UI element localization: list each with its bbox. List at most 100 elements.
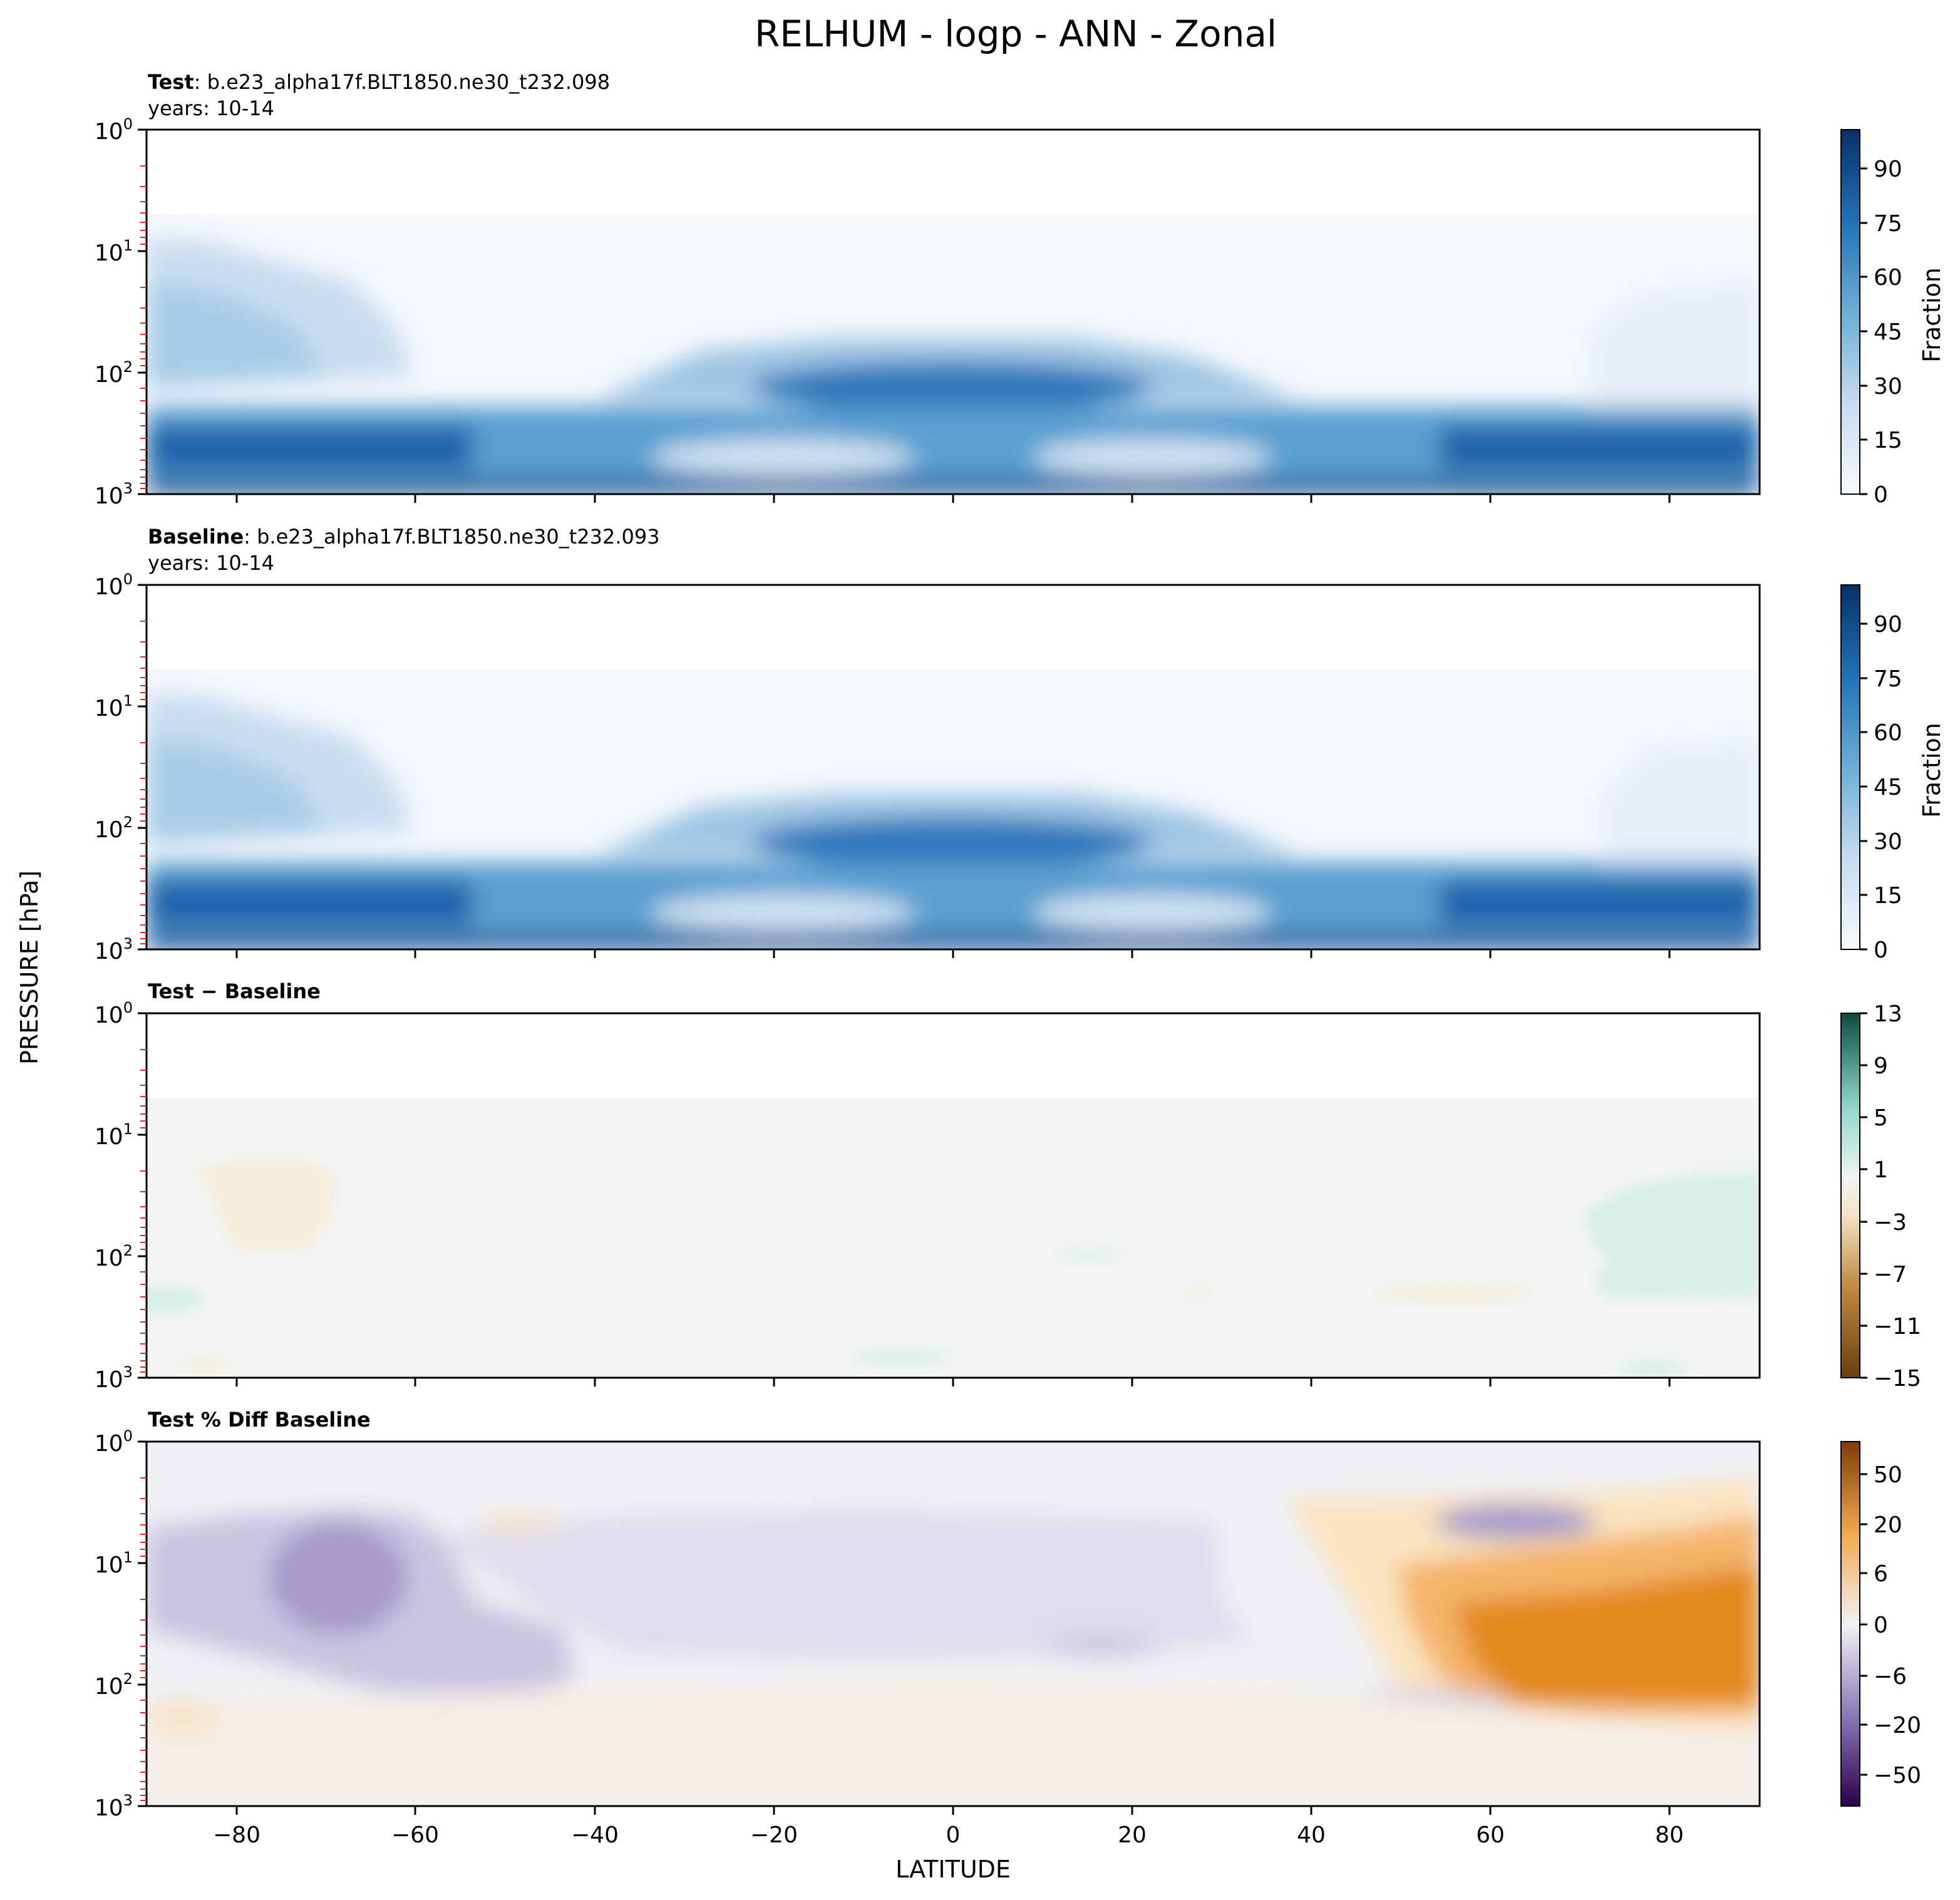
field-near-zero (147, 1098, 1760, 1378)
field-negative-tropical-upper (1046, 1637, 1158, 1657)
ytick-label: 102 (95, 813, 133, 843)
colorbar-tick-label: 1 (1874, 1157, 1888, 1183)
colorbar-tick-label: 75 (1874, 666, 1902, 692)
colorbar-scale (1840, 1441, 1860, 1807)
colorbar-tick-label: 5 (1874, 1105, 1888, 1131)
xtick-label: 20 (1118, 1822, 1147, 1848)
panel-difference-colorbar: 13 9 5 1 −3 −7 −11 −15 (1840, 1001, 1921, 1391)
colorbar-tick-label: 30 (1874, 374, 1902, 400)
colorbar-tick-label: −11 (1874, 1314, 1921, 1340)
panel-baseline-title-bold: Baseline (148, 525, 244, 549)
colorbar-tick-label: 20 (1874, 1512, 1902, 1538)
colorbar-scale (1840, 584, 1860, 950)
panel-test-level-marks (140, 165, 147, 489)
colorbar-label: Fraction (1918, 723, 1946, 818)
panel-test-field (147, 214, 1760, 494)
ytick-label: 100 (95, 571, 133, 600)
panel-test-title-rest: : b.e23_alpha17f.BLT1850.ne30_t232.098 (194, 70, 610, 94)
field-lower-dark-south (147, 426, 472, 470)
field-lower-dark-north (1440, 426, 1760, 470)
xtick-label: −40 (571, 1822, 619, 1848)
colorbar-tick-label: 30 (1874, 829, 1902, 855)
field-positive-upper-mid (476, 1514, 564, 1532)
ytick-label: 100 (95, 999, 133, 1028)
field-subtropic-dry-north (1033, 894, 1271, 931)
colorbar-tick-label: −15 (1874, 1366, 1921, 1391)
x-axis-label: LATITUDE (895, 1856, 1011, 1883)
panel-percent-difference-ticks (138, 1440, 1671, 1815)
panel-baseline-ticks (138, 584, 1671, 958)
panel-difference-ticks (138, 1012, 1671, 1386)
colorbar-tick-label: 45 (1874, 319, 1902, 345)
colorbar-tick-label: 6 (1874, 1561, 1888, 1587)
colorbar-tick-label: 50 (1874, 1462, 1902, 1488)
colorbar-tick-label: 0 (1874, 937, 1888, 963)
colorbar-tick-label: −3 (1874, 1210, 1907, 1236)
panel-difference-ytick-labels: 100 101 102 103 (95, 999, 133, 1393)
field-negative-south-strat (194, 1160, 335, 1252)
colorbar-tick-label: 9 (1874, 1053, 1888, 1079)
field-surface-layer (147, 479, 1760, 494)
panel-baseline-ytick-labels: 100 101 102 103 (95, 571, 133, 964)
panel-percent-difference-xtick-labels: −80 −60 −40 −20 0 20 40 60 80 (213, 1822, 1684, 1848)
ytick-label: 101 (95, 1549, 133, 1578)
xtick-label: 40 (1297, 1822, 1326, 1848)
field-tropical-core (751, 817, 1152, 867)
panel-difference: Test − Baseline (95, 979, 1921, 1393)
field-negative-midlat-band (438, 1509, 1252, 1660)
panel-percent-difference-level-marks (140, 1477, 147, 1801)
colorbar-tick-label: 0 (1874, 482, 1888, 508)
xtick-label: 80 (1655, 1822, 1684, 1848)
panel-test: Test: b.e23_alpha17f.BLT1850.ne30_t232.0… (95, 70, 1946, 509)
field-subtropic-dry-south (651, 438, 914, 476)
y-axis-label: PRESSURE [hPa] (16, 870, 43, 1065)
panel-difference-title: Test − Baseline (148, 979, 321, 1003)
panel-difference-field (147, 1098, 1760, 1378)
ytick-label: 101 (95, 237, 133, 266)
ytick-label: 103 (95, 480, 133, 509)
panel-test-ticks (138, 128, 1671, 503)
panel-test-colorbar: 0 15 30 45 60 75 90 Fraction (1840, 129, 1946, 508)
colorbar-tick-label: 75 (1874, 211, 1902, 237)
field-negative-north-upper (1434, 1504, 1597, 1539)
panel-difference-level-marks (140, 1049, 147, 1373)
xtick-label: −60 (391, 1822, 439, 1848)
colorbar-tick-label: 0 (1874, 1613, 1888, 1638)
colorbar-tick-label: −6 (1874, 1664, 1907, 1690)
colorbar-tick-label: 13 (1874, 1001, 1902, 1027)
field-positive-north-core (1453, 1566, 1760, 1703)
panel-test-title-bold: Test (148, 70, 194, 94)
panel-test-subtitle: years: 10-14 (148, 96, 274, 120)
field-negative-subtropic (1179, 1289, 1216, 1296)
colorbar-tick-label: 45 (1874, 775, 1902, 800)
field-positive-tropical-low (855, 1350, 949, 1365)
field-subtropic-dry-south (651, 894, 914, 931)
colorbar-scale (1840, 129, 1860, 495)
field-positive-north (1584, 1171, 1760, 1298)
field-negative-north-mid (1375, 1284, 1531, 1302)
ytick-label: 101 (95, 692, 133, 721)
panel-baseline-subtitle: years: 10-14 (148, 551, 274, 575)
colorbar-scale (1840, 1013, 1860, 1378)
panel-baseline-field (147, 669, 1760, 949)
colorbar-tick-label: 90 (1874, 157, 1902, 182)
panel-percent-difference-field (147, 1442, 1760, 1806)
panel-percent-difference-colorbar: 50 20 6 0 −6 −20 −50 (1840, 1441, 1921, 1807)
panel-baseline-level-marks (140, 621, 147, 944)
panel-test-title: Test: b.e23_alpha17f.BLT1850.ne30_t232.0… (148, 70, 610, 94)
field-tropical-core (751, 362, 1152, 412)
colorbar-tick-label: 60 (1874, 720, 1902, 746)
field-positive-south-low (147, 1286, 204, 1313)
ytick-label: 103 (95, 1363, 133, 1393)
panel-baseline-colorbar: 0 15 30 45 60 75 90 Fraction (1840, 584, 1946, 963)
field-lower-dark-north (1440, 881, 1760, 925)
field-positive-tropical-upper (1055, 1251, 1124, 1258)
colorbar-tick-label: 15 (1874, 883, 1902, 909)
ytick-label: 100 (95, 115, 133, 145)
field-high-lat-south-core (147, 282, 326, 388)
colorbar-tick-label: −20 (1874, 1713, 1921, 1738)
xtick-label: −20 (750, 1822, 798, 1848)
colorbar-tick-label: 60 (1874, 265, 1902, 291)
panel-percent-difference: Test % Diff Baseline (95, 1408, 1921, 1848)
